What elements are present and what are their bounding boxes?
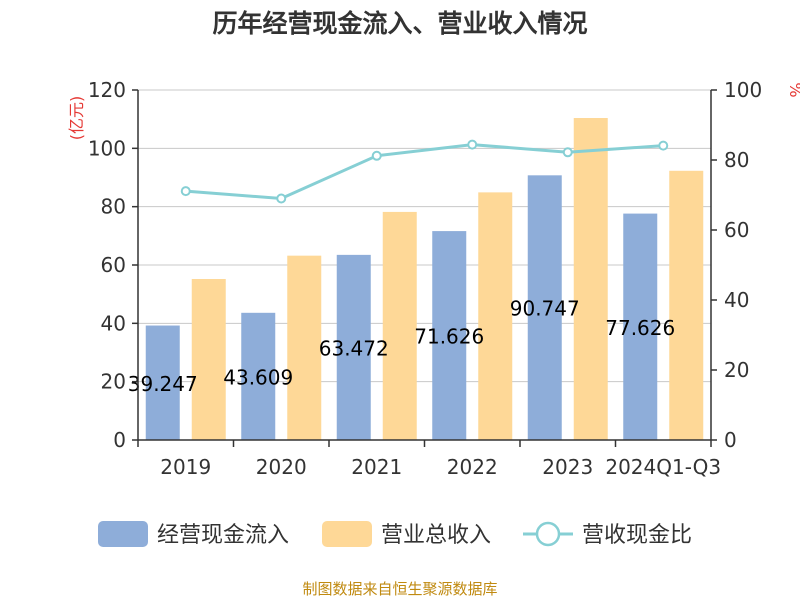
line-ratio (185, 143, 664, 201)
line-point (658, 140, 669, 151)
x-tick-label: 2022 (447, 455, 498, 479)
bar-cash-inflow (623, 213, 658, 440)
y-left-tick-label: 0 (113, 428, 126, 452)
bar-revenue (478, 192, 513, 440)
y-left-tick-label: 60 (101, 253, 126, 277)
y-left-tick-label: 40 (101, 311, 126, 335)
legend-marker-ratio (535, 521, 561, 547)
bar-revenue (382, 211, 417, 440)
x-tick-label: 2023 (542, 455, 593, 479)
y-right-tick-label: 80 (724, 148, 749, 172)
line-point (276, 193, 287, 204)
bar-cash-inflow (432, 231, 467, 440)
line-point (180, 186, 191, 197)
line-point (467, 139, 478, 150)
legend-swatch-revenue (322, 521, 372, 547)
y-right-tick-label: 0 (724, 428, 737, 452)
y-left-tick-label: 100 (88, 136, 126, 160)
legend-label-revenue: 营业总收入 (381, 523, 491, 548)
bar-cash-inflow (527, 175, 562, 441)
y-right-tick-label: 40 (724, 288, 749, 312)
bar-cash-inflow (145, 325, 180, 440)
bar-revenue (573, 118, 608, 440)
y-left-tick-label: 80 (101, 195, 126, 219)
legend-label-cash-inflow: 经营现金流入 (157, 523, 289, 548)
bar-revenue (287, 255, 322, 440)
bar-revenue (191, 279, 226, 440)
line-point (371, 150, 382, 161)
bar-data-label: 77.626 (605, 316, 675, 340)
y-left-tick-label: 20 (101, 370, 126, 394)
legend-swatch-cash-inflow (98, 521, 148, 547)
chart-title: 历年经营现金流入、营业收入情况 (212, 9, 588, 38)
y-right-tick-label: 100 (724, 78, 762, 102)
x-tick-label: 2021 (351, 455, 402, 479)
y-right-tick-label: 60 (724, 218, 749, 242)
line-point (562, 147, 573, 158)
bar-cash-inflow (336, 254, 371, 440)
legend-label-ratio: 营收现金比 (582, 523, 692, 548)
x-tick-label: 2019 (160, 455, 211, 479)
bar-data-label: 71.626 (414, 325, 484, 349)
bar-data-label: 39.247 (128, 372, 198, 396)
bar-cash-inflow (241, 312, 276, 440)
y-right-tick-label: 20 (724, 358, 749, 382)
bar-data-label: 90.747 (510, 297, 580, 321)
y-left-tick-label: 120 (88, 78, 126, 102)
y-left-axis-label: (亿元) (67, 96, 86, 141)
source-note: 制图数据来自恒生聚源数据库 (302, 580, 498, 598)
x-tick-label: 2020 (256, 455, 307, 479)
y-right-axis-label: % (786, 82, 800, 97)
bar-data-label: 43.609 (223, 365, 293, 389)
bar-data-label: 63.472 (319, 336, 389, 360)
x-tick-label: 2024Q1-Q3 (605, 455, 721, 479)
bar-revenue (669, 170, 704, 440)
